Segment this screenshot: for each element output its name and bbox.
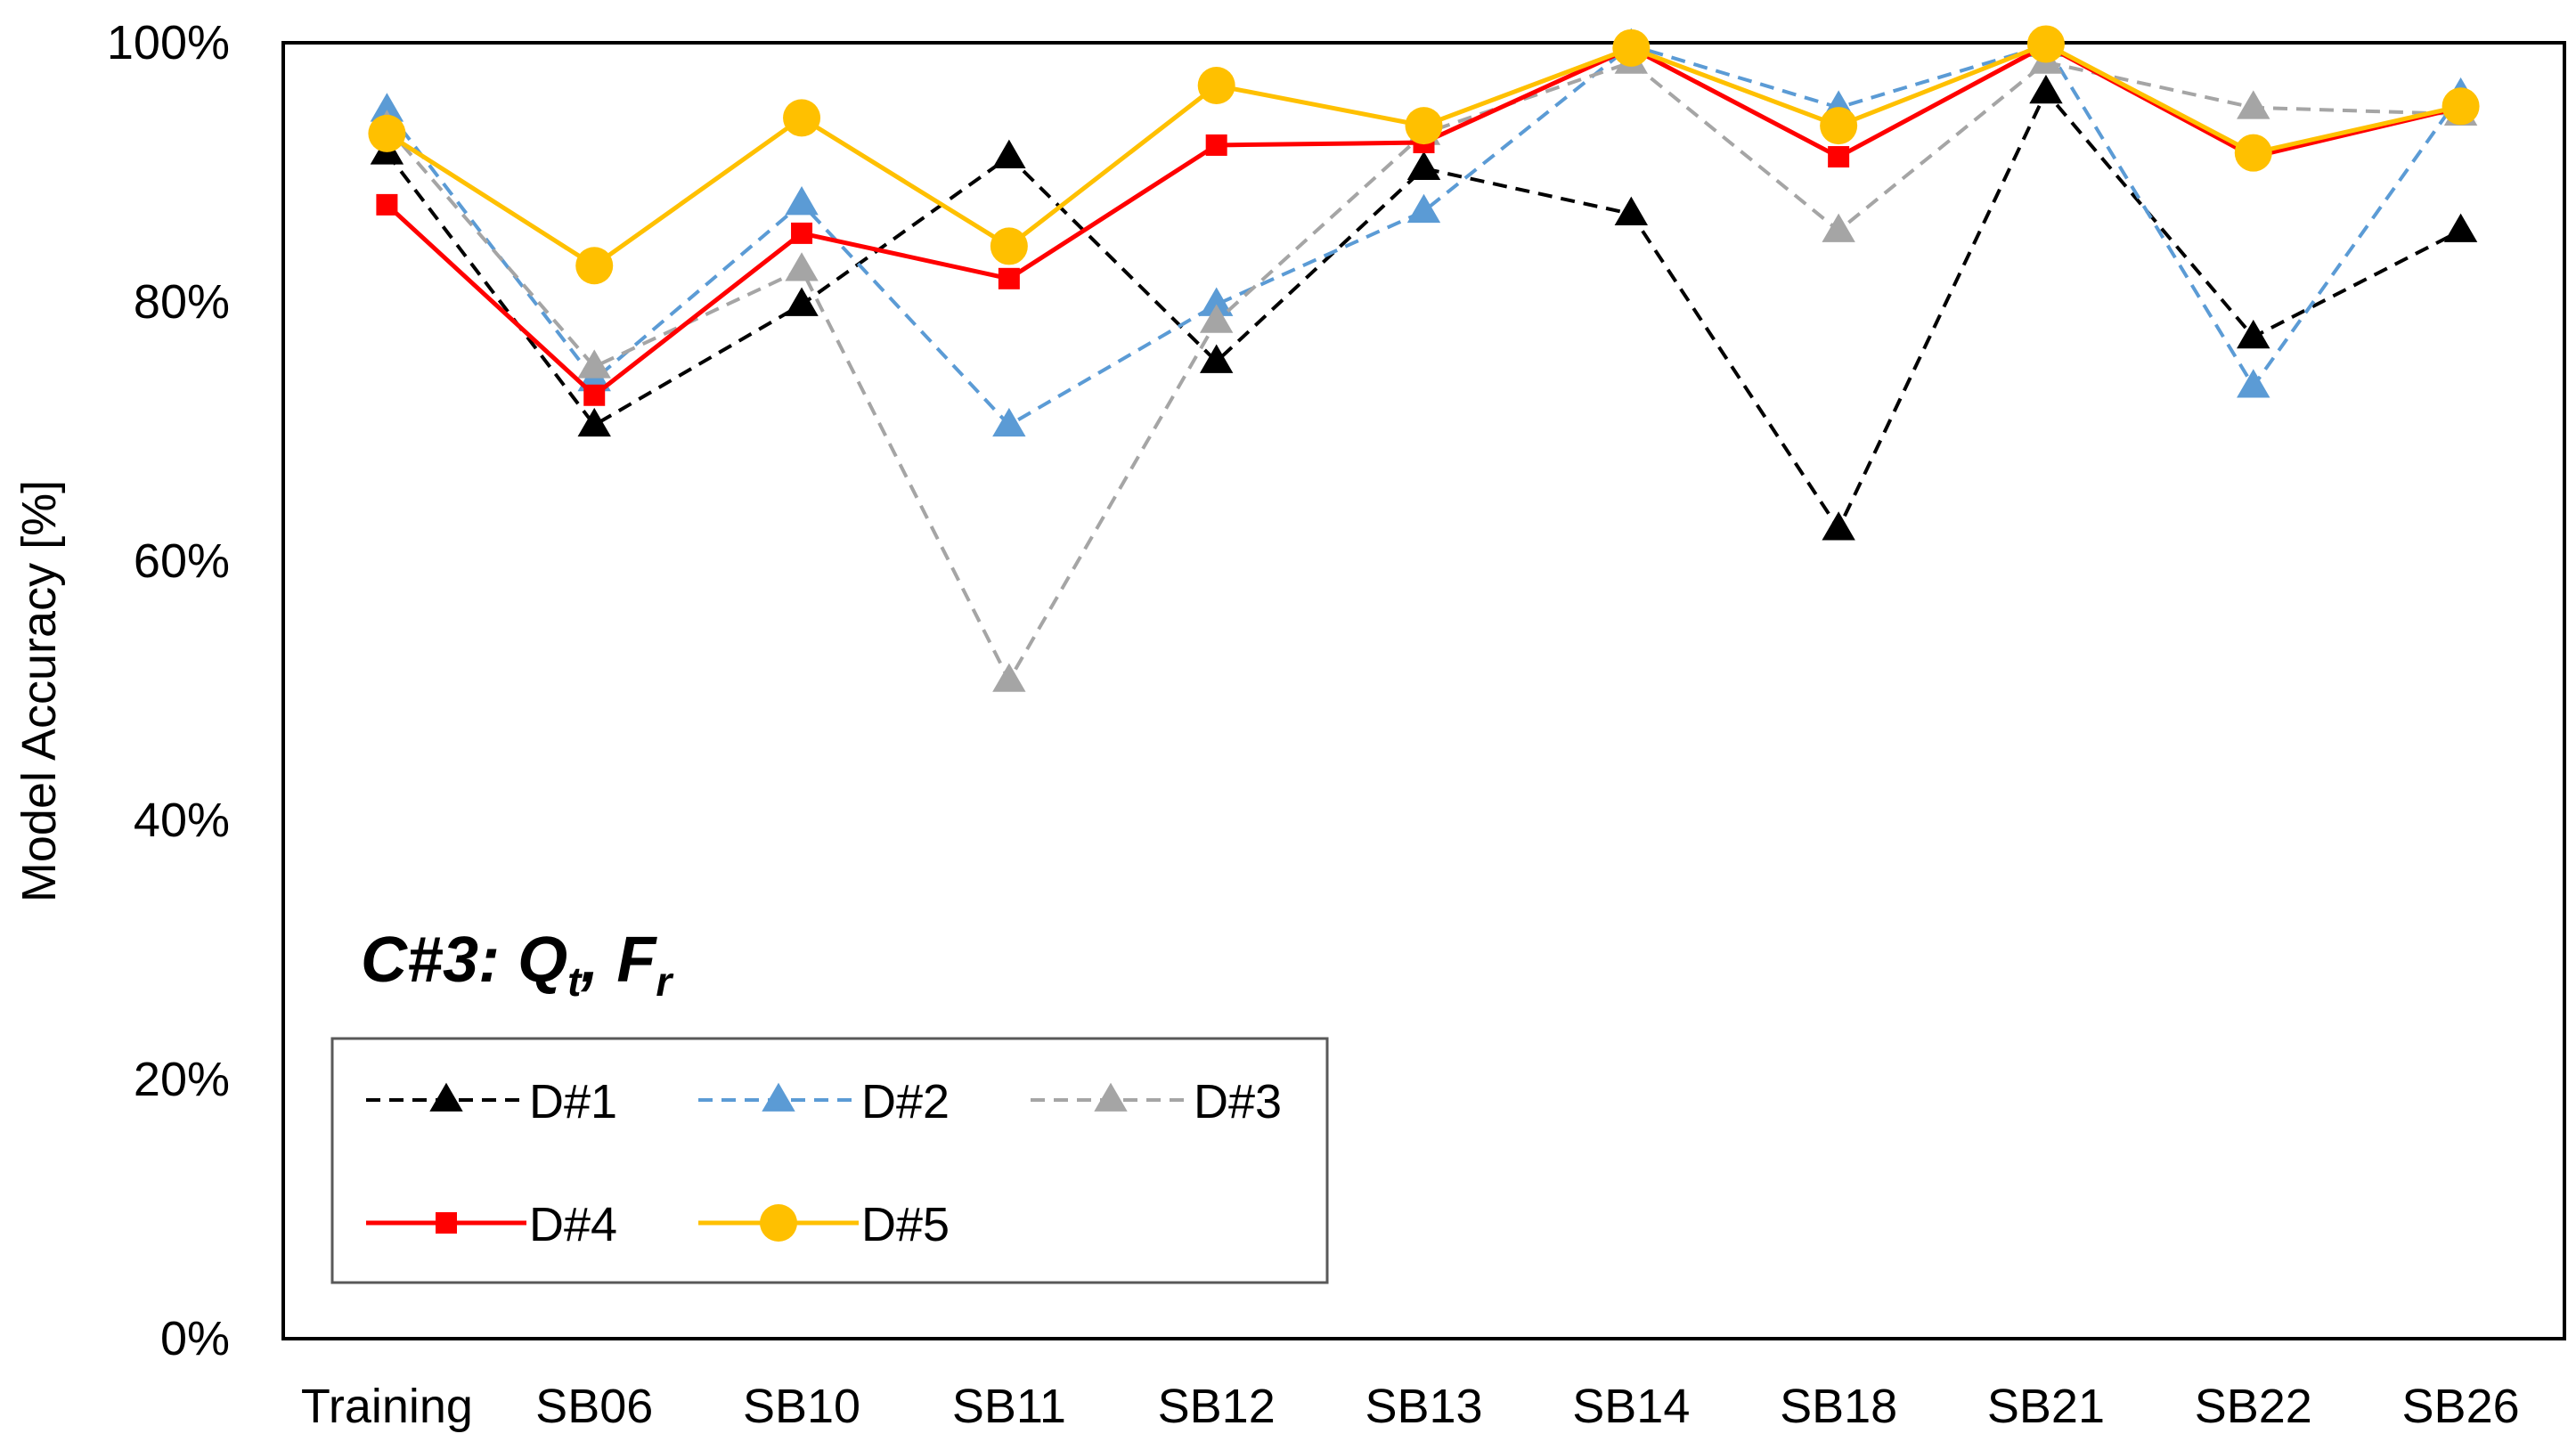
f-main: F <box>616 925 657 996</box>
legend-label: D#3 <box>1194 1075 1282 1128</box>
data-point-marker <box>2441 87 2480 126</box>
x-tick-label: SB13 <box>1365 1380 1482 1433</box>
data-point-marker <box>1406 151 1441 181</box>
data-point-marker <box>2026 25 2065 63</box>
condition-label: C#3: Qt, Fr <box>361 925 673 1005</box>
legend-entry: D#5 <box>698 1198 950 1251</box>
data-point-marker <box>368 114 406 152</box>
data-point-marker <box>2237 319 2270 349</box>
condition-prefix: C#3: <box>361 925 518 996</box>
data-point-marker <box>785 252 819 281</box>
x-tick-labels: Training SB06 SB10 SB11 SB12 SB13 SB14 SB18 SB21… <box>301 1380 2520 1433</box>
series-line <box>385 43 2463 428</box>
data-point-marker <box>992 663 1026 692</box>
data-point-marker <box>791 222 813 244</box>
y-tick-label: 20% <box>134 1053 230 1106</box>
legend-label: D#4 <box>529 1198 617 1251</box>
data-point-marker <box>376 193 398 216</box>
legend-marker <box>762 1082 795 1112</box>
y-tick-label: 80% <box>134 275 230 329</box>
data-point-marker <box>1828 146 1850 168</box>
series-D5 <box>368 25 2480 285</box>
data-point-marker <box>577 349 611 379</box>
x-tick-label: SB06 <box>535 1380 653 1433</box>
data-point-marker <box>1199 304 1234 333</box>
legend-entries: D#1 D#2 D#3 D#4 D#5 <box>366 1075 1282 1251</box>
y-tick-label: 100% <box>107 16 230 69</box>
data-point-marker <box>1205 134 1227 156</box>
x-tick-label: SB11 <box>952 1380 1066 1433</box>
legend-marker <box>436 1212 457 1234</box>
y-tick-label: 40% <box>134 794 230 847</box>
x-tick-label: SB12 <box>1158 1380 1276 1433</box>
q-main: Q <box>518 925 567 996</box>
q-sub: t <box>567 958 583 1005</box>
data-point-marker <box>2237 369 2270 398</box>
data-point-marker <box>1820 107 1858 145</box>
data-point-marker <box>1197 67 1235 105</box>
y-tick-label: 60% <box>134 534 230 588</box>
data-point-marker <box>785 186 819 216</box>
legend-entry: D#3 <box>1031 1075 1282 1128</box>
y-axis-title: Model Accuracy [%] <box>12 480 66 902</box>
x-tick-label: Training <box>301 1380 473 1433</box>
data-point-marker <box>370 93 404 122</box>
data-point-marker <box>1199 344 1234 373</box>
data-point-marker <box>1822 511 1855 541</box>
data-point-marker <box>1614 196 1649 225</box>
legend-entry: D#4 <box>366 1198 617 1251</box>
y-tick-labels: 0% 20% 40% 60% 80% 100% <box>107 16 230 1365</box>
data-point-marker <box>998 267 1020 289</box>
data-point-marker <box>583 384 606 406</box>
data-point-marker <box>575 247 614 285</box>
data-point-marker <box>785 287 819 316</box>
data-point-marker <box>1405 107 1443 145</box>
series-layer <box>368 25 2480 692</box>
data-point-marker <box>992 407 1026 437</box>
legend-label: D#1 <box>529 1075 617 1128</box>
f-sub: r <box>656 958 673 1005</box>
x-tick-label: SB18 <box>1780 1380 1897 1433</box>
x-tick-label: SB21 <box>1987 1380 2105 1433</box>
y-tick-label: 0% <box>160 1312 230 1365</box>
legend-marker <box>760 1204 797 1242</box>
x-tick-label: SB14 <box>1572 1380 1690 1433</box>
data-point-marker <box>2029 74 2063 104</box>
data-point-marker <box>2237 90 2270 119</box>
data-point-marker <box>2443 213 2478 242</box>
data-point-marker <box>1612 29 1651 67</box>
legend-entry: D#1 <box>366 1075 617 1128</box>
data-point-marker <box>783 99 821 137</box>
legend-marker <box>1094 1082 1128 1112</box>
legend-marker <box>429 1082 463 1112</box>
data-point-marker <box>2234 134 2272 172</box>
data-point-marker <box>1406 193 1441 224</box>
data-point-marker <box>577 407 611 437</box>
legend: D#1 D#2 D#3 D#4 D#5 <box>330 1037 1329 1284</box>
legend-entry: D#2 <box>698 1075 950 1128</box>
x-tick-label: SB26 <box>2402 1380 2520 1433</box>
data-point-marker <box>992 139 1026 168</box>
x-tick-label: SB22 <box>2195 1380 2312 1433</box>
legend-label: D#2 <box>861 1075 950 1128</box>
data-point-marker <box>1822 213 1855 242</box>
legend-label: D#5 <box>861 1198 950 1251</box>
label-separator: , <box>580 925 616 996</box>
data-point-marker <box>1199 287 1234 316</box>
legend-box <box>330 1037 1329 1284</box>
x-tick-label: SB10 <box>743 1380 860 1433</box>
data-point-marker <box>990 227 1028 265</box>
